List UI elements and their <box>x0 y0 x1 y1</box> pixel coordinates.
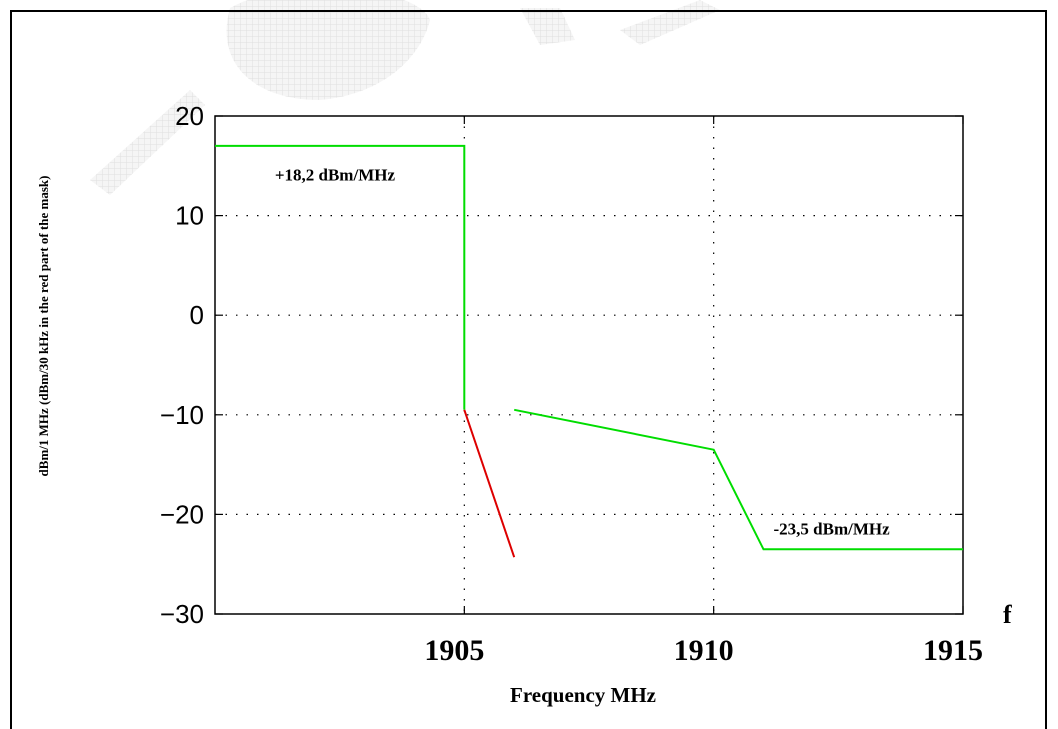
axis-end-label: f <box>1003 600 1012 629</box>
plot-area: 20 10 0 −10 −20 −30 1905 1910 1915 +18,2 dBm/MHz -… <box>160 101 983 667</box>
y-tick-label: 0 <box>190 300 204 330</box>
x-tick-label: 1905 <box>424 634 484 667</box>
annotation-label: +18,2 dBm/MHz <box>275 166 396 185</box>
series-line <box>514 408 963 551</box>
y-tick-label: 10 <box>175 201 204 231</box>
y-tick-label: −20 <box>160 499 204 529</box>
y-tick-label: −30 <box>160 599 204 629</box>
series-line <box>463 409 516 558</box>
x-tick-label: 1915 <box>923 634 983 667</box>
annotation-label: -23,5 dBm/MHz <box>774 519 891 538</box>
x-axis-label: Frequency MHz <box>510 683 656 707</box>
axes-box <box>214 115 964 615</box>
series-line <box>215 144 466 410</box>
y-tick-label: 20 <box>175 101 204 131</box>
x-tick-label: 1910 <box>674 634 734 667</box>
watermark <box>90 0 720 195</box>
y-tick-label: −10 <box>160 400 204 430</box>
y-axis-label: dBm/1 MHz (dBm/30 kHz in the red part of… <box>36 176 51 477</box>
